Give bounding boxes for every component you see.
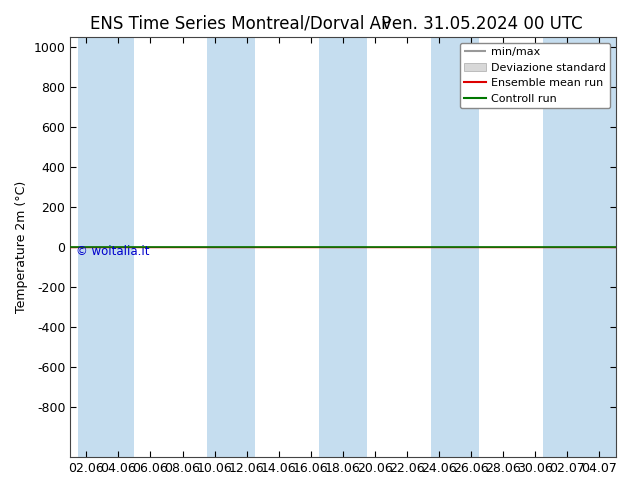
Bar bbox=[431, 37, 479, 457]
Y-axis label: Temperature 2m (°C): Temperature 2m (°C) bbox=[15, 181, 28, 313]
Bar bbox=[79, 37, 134, 457]
Text: ENS Time Series Montreal/Dorval AP: ENS Time Series Montreal/Dorval AP bbox=[91, 15, 391, 33]
Bar bbox=[207, 37, 255, 457]
Text: © woitalia.it: © woitalia.it bbox=[75, 245, 149, 258]
Text: ven. 31.05.2024 00 UTC: ven. 31.05.2024 00 UTC bbox=[382, 15, 582, 33]
Bar bbox=[543, 37, 623, 457]
Bar bbox=[319, 37, 367, 457]
Legend: min/max, Deviazione standard, Ensemble mean run, Controll run: min/max, Deviazione standard, Ensemble m… bbox=[460, 43, 610, 108]
